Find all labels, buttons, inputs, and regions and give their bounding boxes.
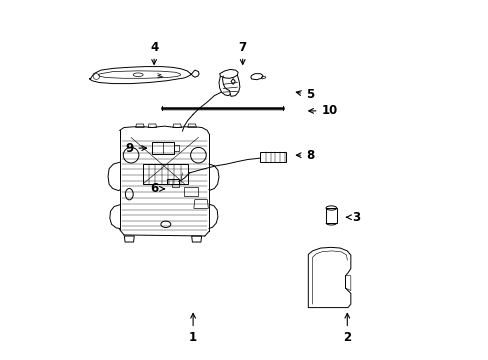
- Text: 1: 1: [189, 314, 197, 344]
- Text: 7: 7: [238, 41, 246, 64]
- Text: 4: 4: [150, 41, 158, 64]
- Text: 2: 2: [343, 314, 351, 344]
- Text: 5: 5: [296, 89, 314, 102]
- Text: 3: 3: [346, 211, 360, 224]
- Text: 6: 6: [150, 183, 164, 195]
- Text: 8: 8: [296, 149, 314, 162]
- Text: 9: 9: [125, 141, 146, 154]
- Text: 10: 10: [308, 104, 337, 117]
